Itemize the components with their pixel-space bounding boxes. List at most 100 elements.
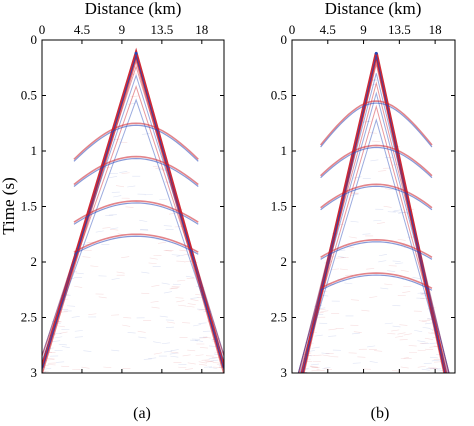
noise-wavelet [322,366,331,369]
noise-wavelet [380,287,389,290]
panel-a-caption: (a) [133,405,151,422]
noise-wavelet [152,165,161,168]
noise-wavelet [74,285,83,288]
noise-wavelet [398,211,407,214]
later-arrival [297,81,450,373]
noise-wavelet [61,346,70,348]
noise-wavelet [141,271,150,274]
noise-wavelet [400,366,409,369]
later-arrival [298,104,449,373]
noise-wavelet [199,347,208,349]
noise-wavelet [161,282,170,285]
noise-wavelet [113,195,122,198]
noise-wavelet [395,335,404,338]
y-tick-label: 1 [31,143,38,158]
noise-wavelet [193,324,202,327]
noise-wavelet [170,355,179,358]
noise-wavelet [374,350,383,352]
noise-wavelet [337,255,346,258]
reflection-event [73,122,199,160]
noise-wavelet [103,366,112,369]
y-tick-label: 0.5 [21,88,37,103]
y-tick-label: 3 [281,365,288,380]
panel-b-xlabel: Distance (km) [325,0,422,18]
y-tick-label: 2.5 [21,310,37,325]
noise-wavelet [199,336,208,339]
x-tick-label: 0 [39,22,46,37]
noise-wavelet [196,308,206,310]
noise-wavelet [395,262,404,265]
noise-wavelet [98,296,107,299]
direct-wave-trough [302,55,446,373]
noise-wavelet [419,342,428,344]
noise-wavelet [182,322,191,324]
direct-wave-trough [42,53,224,370]
noise-wavelet [399,339,408,341]
noise-wavelet [362,120,371,123]
noise-wavelet [74,330,83,332]
noise-wavelet [148,357,157,360]
noise-wavelet [348,236,357,239]
noise-wavelet [81,366,90,369]
noise-wavelet [392,210,401,213]
direct-wave-coda [42,57,224,373]
noise-wavelet [122,324,131,327]
noise-wavelet [195,354,204,356]
noise-wavelet [350,299,360,301]
noise-wavelet [361,309,370,312]
panel-a: Distance (km) 0 4.5 9 13.5 18 Time (s) 0 0.5 1… [0,0,225,422]
noise-wavelet [82,256,91,258]
noise-wavelet [392,260,401,262]
noise-wavelet [202,336,212,339]
noise-wavelet [151,306,160,309]
later-arrival [298,64,450,373]
later-arrival [42,85,224,357]
noise-wavelet [421,320,430,322]
y-tick-label: 3 [31,365,38,380]
noise-wavelet [384,322,393,325]
noise-wavelet [431,359,440,362]
noise-wavelet [344,282,353,285]
direct-wave [42,47,224,368]
noise-wavelet [387,270,396,272]
noise-wavelet [414,330,423,333]
reflection-event-trough [320,274,433,291]
noise-wavelet [353,331,362,333]
noise-wavelet [408,345,417,347]
noise-wavelet [163,291,172,294]
noise-wavelet [67,305,76,307]
noise-wavelet [397,238,406,241]
noise-wavelet [161,342,170,345]
noise-wavelet [138,336,147,339]
x-tick-label: 9 [360,22,367,37]
noise-wavelet [170,351,179,354]
noise-wavelet [43,367,52,370]
noise-wavelet [378,254,387,257]
noise-wavelet [121,256,130,258]
noise-wavelet [310,366,319,369]
noise-wavelet [59,331,68,334]
noise-wavelet [123,317,132,319]
noise-wavelet [58,343,67,346]
noise-wavelet [176,254,185,257]
panel-a-traces [42,47,224,373]
noise-wavelet [351,332,361,335]
y-tick-label: 2.5 [271,310,287,325]
noise-wavelet [153,341,162,344]
noise-wavelet [209,366,218,369]
noise-wavelet [328,328,337,331]
noise-wavelet [393,209,402,212]
noise-wavelet [140,229,149,231]
reflection-event-trough [320,185,433,211]
noise-wavelet [403,285,412,288]
noise-wavelet [429,368,438,370]
noise-wavelet [164,350,173,353]
panel-b: Distance (km) 0 4.5 9 13.5 18 00.511.522.53 … [271,0,456,422]
noise-wavelet [205,360,214,363]
noise-wavelet [148,262,157,265]
noise-wavelet [429,356,438,359]
noise-wavelet [350,192,359,194]
noise-wavelet [417,340,426,343]
noise-wavelet [158,168,167,171]
